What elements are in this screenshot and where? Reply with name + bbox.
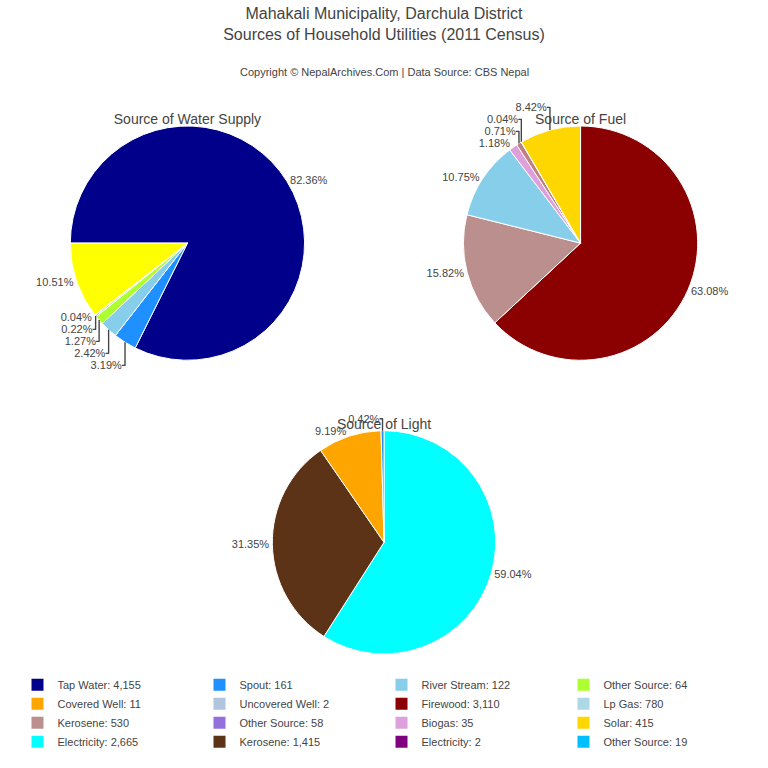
svg-text:Tap Water: 4,155: Tap Water: 4,155 — [58, 679, 141, 691]
svg-text:1.27%: 1.27% — [65, 335, 96, 347]
svg-text:Covered Well: 11: Covered Well: 11 — [58, 698, 141, 710]
svg-text:15.82%: 15.82% — [427, 267, 465, 279]
svg-text:Kerosene: 1,415: Kerosene: 1,415 — [240, 736, 321, 748]
svg-text:Electricity: 2,665: Electricity: 2,665 — [58, 736, 139, 748]
svg-text:9.19%: 9.19% — [315, 425, 346, 437]
svg-text:0.42%: 0.42% — [348, 413, 379, 425]
svg-text:0.04%: 0.04% — [61, 311, 92, 323]
svg-text:0.71%: 0.71% — [485, 125, 516, 137]
svg-text:1.18%: 1.18% — [479, 137, 510, 149]
svg-text:2.42%: 2.42% — [74, 347, 105, 359]
svg-text:Other Source: 19: Other Source: 19 — [604, 736, 688, 748]
svg-text:Solar: 415: Solar: 415 — [604, 717, 654, 729]
svg-text:River Stream: 122: River Stream: 122 — [422, 679, 511, 691]
svg-text:Firewood: 3,110: Firewood: 3,110 — [422, 698, 500, 710]
svg-text:Electricity: 2: Electricity: 2 — [422, 736, 481, 748]
svg-text:Biogas: 35: Biogas: 35 — [422, 717, 474, 729]
svg-text:59.04%: 59.04% — [494, 568, 532, 580]
svg-text:Lp Gas: 780: Lp Gas: 780 — [604, 698, 664, 710]
svg-text:Other Source: 58: Other Source: 58 — [240, 717, 324, 729]
svg-text:Source of Light: Source of Light — [337, 416, 431, 432]
svg-text:Copyright © NepalArchives.Com: Copyright © NepalArchives.Com | Data Sou… — [240, 66, 529, 78]
svg-text:Mahakali Municipality, Darchul: Mahakali Municipality, Darchula District… — [223, 5, 545, 43]
svg-text:3.19%: 3.19% — [91, 359, 122, 371]
svg-text:Uncovered Well: 2: Uncovered Well: 2 — [240, 698, 330, 710]
svg-text:Other Source: 64: Other Source: 64 — [604, 679, 688, 691]
svg-text:10.51%: 10.51% — [36, 276, 74, 288]
svg-text:10.75%: 10.75% — [442, 171, 480, 183]
svg-text:Spout: 161: Spout: 161 — [240, 679, 293, 691]
svg-text:Source of Fuel: Source of Fuel — [535, 111, 626, 127]
svg-text:Source of Water Supply: Source of Water Supply — [114, 111, 261, 127]
svg-text:0.22%: 0.22% — [61, 323, 92, 335]
svg-text:0.04%: 0.04% — [487, 113, 518, 125]
svg-text:31.35%: 31.35% — [232, 538, 270, 550]
svg-text:82.36%: 82.36% — [290, 174, 328, 186]
svg-text:Kerosene: 530: Kerosene: 530 — [58, 717, 130, 729]
svg-text:63.08%: 63.08% — [691, 285, 729, 297]
svg-text:8.42%: 8.42% — [516, 101, 547, 113]
